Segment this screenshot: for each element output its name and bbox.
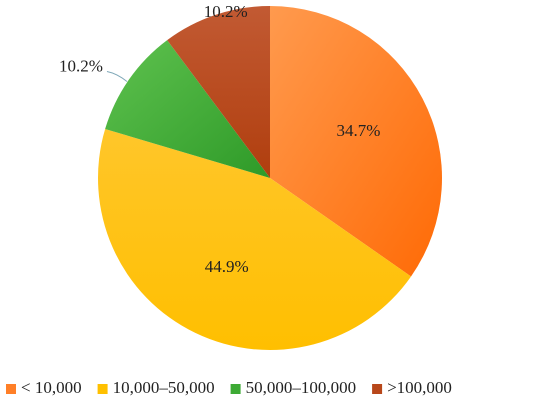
pie-slice-10-000-50-000 — [98, 128, 412, 350]
legend: < 10,000 10,000–50,000 50,000–100,000 >100,… — [6, 378, 452, 397]
legend-swatch-100-000 — [372, 384, 383, 394]
pie-slice-50-000-100-000 — [105, 40, 271, 178]
leader-lines — [106, 71, 128, 82]
legend-label-10-000: < 10,000 — [21, 378, 82, 397]
pie-slice-100-000 — [167, 6, 270, 178]
legend-swatch-10-000 — [6, 384, 16, 394]
leader-line-50-000-100-000 — [106, 71, 128, 82]
slice-labels: 34.7% 44.9% 10.2% 10.2% — [59, 2, 380, 276]
legend-swatch-50-000-100-000 — [230, 384, 241, 394]
legend-label-50-000-100-000: 50,000–100,000 — [246, 378, 357, 397]
legend-swatch-10-000-50-000 — [97, 384, 108, 394]
slice-label-10-000: 34.7% — [336, 121, 380, 140]
pie-slice-10-000 — [270, 6, 442, 277]
slice-label-100-000: 10.2% — [204, 2, 248, 21]
slice-label-50-000-100-000: 10.2% — [59, 56, 103, 75]
legend-label-100-000: >100,000 — [387, 378, 452, 397]
slice-label-10-000-50-000: 44.9% — [205, 257, 249, 276]
legend-label-10-000-50-000: 10,000–50,000 — [113, 378, 215, 397]
pie-slices — [98, 6, 442, 350]
